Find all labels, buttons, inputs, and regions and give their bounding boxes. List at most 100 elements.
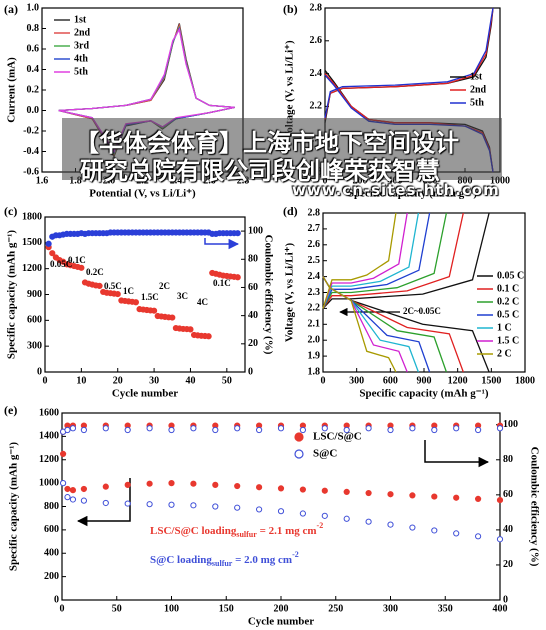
legend-label: 4th — [74, 53, 88, 64]
annotation: 3C — [177, 291, 188, 301]
y-tick-label: 0.0 — [27, 105, 40, 116]
data-point — [409, 492, 416, 499]
y2-axis-title: Coulombic efficiency (%) — [528, 447, 540, 567]
y-tick-label: 2.5 — [308, 255, 321, 266]
arrow — [424, 440, 490, 468]
data-point — [69, 496, 77, 503]
y-tick-label: 1800 — [22, 211, 42, 222]
arrow — [204, 238, 240, 250]
legend-symbol — [294, 432, 304, 442]
data-point — [190, 502, 197, 509]
y-tick-label: 2.8 — [310, 2, 323, 13]
x-tick-label: 0 — [321, 375, 326, 386]
data-point — [64, 426, 71, 434]
annotation-part: LSC/S@C loading — [150, 525, 237, 537]
data-point — [431, 527, 438, 534]
y2-tick-label: 100 — [503, 419, 518, 430]
data-point — [321, 487, 328, 494]
data-point — [256, 426, 263, 434]
annotation: S@C loadingsulfur = 2.0 mg cm-2 — [150, 550, 299, 568]
x-tick-label: 1800 — [515, 375, 535, 386]
x-tick-label: 20 — [113, 375, 123, 386]
y-tick-label: 1.0 — [27, 2, 40, 13]
panel-label: (e) — [4, 403, 17, 417]
y-tick-label: 2.4 — [310, 68, 323, 79]
annotation-part: sulfur — [212, 559, 233, 568]
data-point — [234, 230, 241, 237]
y-tick-label: 2.8 — [308, 207, 321, 218]
data-point — [234, 274, 241, 281]
y-tick-label: 2.0 — [308, 334, 321, 345]
y2-tick-label: 40 — [248, 310, 258, 321]
data-point — [256, 506, 263, 513]
data-point — [212, 426, 219, 434]
legend-label: 0.2 C — [497, 296, 519, 307]
panel-label: (a) — [4, 2, 18, 16]
x-tick-label: 40 — [185, 375, 195, 386]
data-point — [64, 494, 71, 501]
legend-label: 0.05 C — [497, 270, 524, 281]
annotation-part: sulfur — [236, 530, 257, 539]
data-point — [205, 333, 212, 340]
data-point — [49, 250, 56, 257]
y-tick-label: 800 — [44, 501, 59, 512]
y-tick-label: 2.4 — [308, 271, 321, 282]
y-tick-label: 1500 — [22, 237, 42, 248]
y-tick-label: 1400 — [39, 431, 59, 442]
data-point — [343, 426, 350, 434]
data-point — [168, 480, 175, 487]
data-point — [96, 282, 103, 289]
annotation: 4C — [197, 297, 208, 307]
data-point — [212, 481, 219, 488]
data-point — [387, 426, 394, 434]
y-axis-title: Specific capacity (mAh g⁻¹) — [6, 230, 18, 360]
x-tick-label: 1000 — [490, 175, 510, 186]
x-tick-label: 2.0 — [103, 175, 116, 186]
x-tick-label: 0 — [60, 603, 65, 614]
y-tick-label: -0.4 — [23, 146, 39, 157]
y-tick-label: 0.8 — [27, 23, 40, 34]
data-point — [496, 425, 504, 432]
y-tick-label: 400 — [44, 548, 59, 559]
y-tick-label: 2.3 — [308, 287, 321, 298]
annotation-part: -2 — [292, 550, 299, 559]
data-point — [124, 481, 131, 488]
annotation: LSC/S@C loadingsulfur = 2.1 mg cm-2 — [150, 521, 323, 539]
x-tick-label: 0 — [43, 375, 48, 386]
y2-tick-label: 80 — [503, 454, 513, 465]
x-tick-label: 300 — [383, 603, 398, 614]
y-tick-label: 1200 — [39, 454, 59, 465]
y-tick-label: 1600 — [39, 407, 59, 418]
data-point — [168, 501, 175, 508]
legend-label: S@C — [313, 448, 337, 460]
data-point — [102, 425, 109, 432]
y-tick-label: -0.2 — [23, 125, 39, 136]
annotation: 0.05C — [50, 259, 72, 269]
data-point — [212, 503, 219, 510]
annotation: 1.5C — [141, 292, 159, 302]
y-tick-label: 1.9 — [308, 350, 321, 361]
data-point — [409, 425, 416, 432]
data-point — [299, 510, 306, 517]
annotation: 0.1C — [213, 278, 231, 288]
data-point — [234, 482, 241, 490]
x-tick-label: 100 — [164, 603, 179, 614]
y-axis-title: Specific capacity (mAh g⁻¹) — [8, 442, 20, 572]
y2-tick-label: 100 — [248, 225, 263, 236]
panel-label: (c) — [4, 204, 17, 218]
x-tick-label: 150 — [219, 603, 234, 614]
annotation-part: -2 — [317, 521, 324, 530]
data-point — [187, 326, 194, 333]
x-tick-label: 200 — [353, 175, 368, 186]
y-tick-label: 2.1 — [308, 319, 321, 330]
x-tick-label: 600 — [423, 175, 438, 186]
data-point — [277, 485, 285, 492]
watermark-text: 【华体会体育】上海市地下空间设计 — [75, 129, 459, 157]
data-point — [124, 500, 131, 507]
x-tick-label: 600 — [383, 375, 398, 386]
x-tick-label: 50 — [112, 603, 122, 614]
y-tick-label: -0.6 — [23, 166, 39, 177]
legend-label: 1st — [74, 14, 87, 25]
data-point — [431, 493, 438, 500]
